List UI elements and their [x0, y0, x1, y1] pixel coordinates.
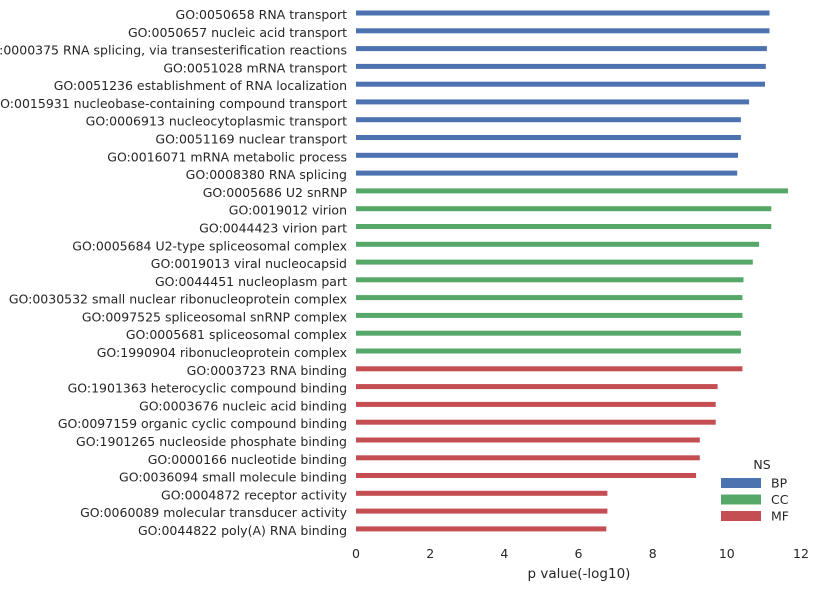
- category-label: GO:0060089 molecular transducer activity: [80, 505, 348, 520]
- category-label: GO:0036094 small molecule binding: [119, 470, 347, 485]
- category-label: GO:1901265 nucleoside phosphate binding: [76, 434, 347, 449]
- category-label: GO:0051236 establishment of RNA localiza…: [54, 78, 347, 93]
- category-label: GO:0003723 RNA binding: [187, 363, 347, 378]
- bar-mf: [356, 437, 700, 443]
- bar-mf: [356, 401, 716, 407]
- bar-cc: [356, 224, 772, 229]
- bar-mf: [356, 455, 700, 461]
- bar-bp: [356, 99, 750, 105]
- category-label: GO:0097159 organic cyclic compound bindi…: [58, 416, 347, 431]
- x-tick-label: 8: [649, 546, 657, 561]
- bar-mf: [356, 384, 718, 390]
- x-axis: 0 2 4 6 8 10 12: [352, 546, 809, 561]
- bar-mf: [356, 508, 608, 514]
- category-label: GO:0016071 mRNA metabolic process: [107, 149, 347, 164]
- bar-bp: [356, 170, 738, 176]
- bar-bp: [356, 46, 767, 52]
- category-label: GO:1901363 heterocyclic compound binding: [68, 381, 347, 396]
- category-label: GO:0005684 U2-type spliceosomal complex: [72, 238, 347, 253]
- category-label: GO:0019013 viral nucleocapsid: [151, 256, 347, 271]
- category-label: GO:0044451 nucleoplasm part: [155, 274, 347, 289]
- category-label: GO:0015931 nucleobase-containing compoun…: [0, 96, 347, 111]
- bar-cc: [356, 277, 744, 283]
- bar-bp: [356, 152, 738, 158]
- bar-bp: [356, 10, 770, 16]
- legend-label-mf: MF: [771, 509, 789, 524]
- category-label: GO:0051028 mRNA transport: [163, 60, 347, 75]
- category-label: GO:0005681 spliceosomal complex: [126, 327, 347, 342]
- category-label: GO:0050657 nucleic acid transport: [128, 25, 347, 40]
- category-label: GO:0004872 receptor activity: [161, 487, 348, 502]
- category-label: GO:0050658 RNA transport: [176, 7, 348, 22]
- x-tick-label: 12: [793, 546, 809, 561]
- bar-cc: [356, 206, 772, 212]
- category-label: GO:0051169 nuclear transport: [155, 132, 347, 147]
- bar-cc: [356, 259, 753, 265]
- bar-cc: [356, 348, 741, 354]
- category-label: GO:0044423 virion part: [199, 221, 347, 236]
- bar-mf: [356, 366, 743, 372]
- category-label: GO:0097525 spliceosomal snRNP complex: [82, 309, 347, 324]
- category-label: GO:0006913 nucleocytoplasmic transport: [86, 114, 347, 129]
- legend-title: NS: [753, 457, 770, 472]
- bar-mf: [356, 419, 716, 425]
- category-label: GO:0030532 small nuclear ribonucleoprote…: [9, 292, 347, 307]
- bar-bp: [356, 135, 741, 140]
- bar-mf: [356, 473, 697, 478]
- category-label: GO:0019012 virion: [229, 203, 347, 218]
- bar-mf: [356, 490, 608, 496]
- bar-cc: [356, 295, 743, 301]
- x-tick-label: 6: [575, 546, 583, 561]
- bar-bp: [356, 81, 765, 87]
- legend-label-bp: BP: [771, 476, 788, 491]
- bar-cc: [356, 330, 741, 336]
- legend-swatch-cc: [721, 494, 761, 505]
- bar-cc: [356, 241, 760, 247]
- category-labels: GO:0050658 RNA transport GO:0050657 nucle…: [0, 7, 348, 538]
- category-label: GO:1990904 ribonucleoprotein complex: [97, 345, 347, 360]
- x-tick-label: 4: [500, 546, 508, 561]
- legend-swatch-bp: [721, 478, 761, 488]
- category-label: GO:0000166 nucleotide binding: [148, 452, 347, 467]
- legend-swatch-mf: [721, 511, 761, 521]
- category-label: GO:0005686 U2 snRNP: [203, 185, 348, 200]
- category-label: GO:0003676 nucleic acid binding: [139, 398, 347, 413]
- bar-bp: [356, 28, 770, 34]
- bar-cc: [356, 312, 743, 318]
- x-tick-label: 0: [352, 546, 360, 561]
- x-tick-label: 2: [426, 546, 434, 561]
- bar-mf: [356, 526, 607, 532]
- category-label: GO:0000375 RNA splicing, via transesteri…: [0, 43, 347, 58]
- legend-label-cc: CC: [771, 492, 789, 507]
- bar-cc: [356, 188, 788, 194]
- bar-bp: [356, 117, 741, 123]
- x-tick-label: 10: [719, 546, 735, 561]
- category-label: GO:0044822 poly(A) RNA binding: [138, 523, 347, 538]
- bar-bp: [356, 63, 766, 69]
- x-axis-title: p value(-log10): [528, 566, 631, 582]
- category-label: GO:0008380 RNA splicing: [186, 167, 347, 182]
- bars-layer: [356, 10, 788, 532]
